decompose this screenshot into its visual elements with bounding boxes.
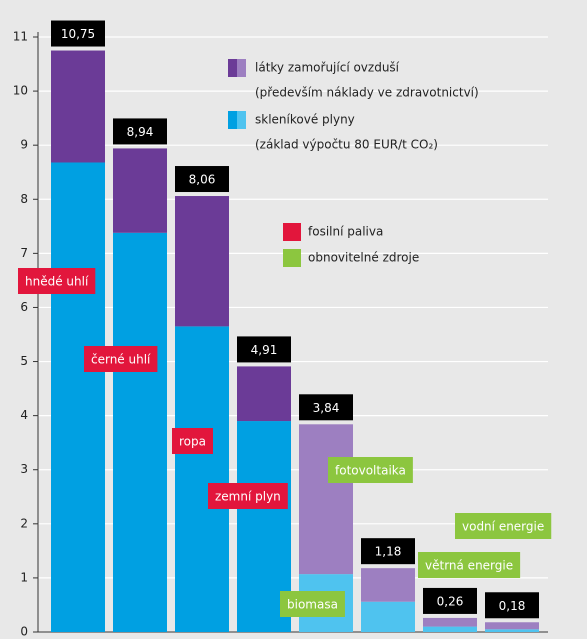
- category-label-box: [328, 457, 413, 483]
- category-label: černé uhlí: [91, 353, 151, 367]
- category-label: vodní energie: [462, 520, 544, 534]
- category-label: fotovoltaika: [335, 464, 406, 478]
- bar-segment: [485, 622, 539, 630]
- total-label-box: [113, 118, 167, 145]
- total-label-box: [361, 538, 415, 565]
- bar-segment: [113, 232, 167, 633]
- legend-label: fosilní paliva: [308, 225, 383, 239]
- bar-segment: [113, 148, 167, 233]
- total-label: 8,06: [189, 173, 216, 187]
- category-label: zemní plyn: [215, 490, 281, 504]
- category-label-box: [455, 513, 552, 539]
- total-label-box: [51, 20, 105, 47]
- legend-note: (základ výpočtu 80 EUR/t CO₂): [255, 138, 438, 152]
- legend-swatch: [237, 59, 246, 77]
- total-label-box: [423, 587, 477, 614]
- legend-label: obnovitelné zdroje: [308, 251, 419, 265]
- total-label: 0,18: [499, 599, 526, 613]
- category-label-box: [418, 552, 521, 578]
- bar-segment: [175, 326, 229, 632]
- y-tick-label: 10: [13, 84, 28, 98]
- y-tick-label: 2: [20, 516, 28, 530]
- y-tick-label: 0: [20, 625, 28, 639]
- legend-swatch: [237, 111, 246, 129]
- y-tick-label: 9: [20, 138, 28, 152]
- y-tick-label: 11: [13, 30, 28, 44]
- y-tick-label: 5: [20, 354, 28, 368]
- total-label-box: [485, 592, 539, 619]
- total-label: 4,91: [251, 343, 278, 357]
- bar-segment: [423, 617, 477, 627]
- bar-segment: [361, 601, 415, 632]
- legend-label: látky zamořující ovzduší: [255, 61, 400, 75]
- bar-segment: [361, 568, 415, 602]
- y-tick-label: 7: [20, 246, 28, 260]
- total-label: 8,94: [127, 125, 154, 139]
- total-label-box: [299, 394, 353, 421]
- category-label-box: [84, 346, 158, 372]
- y-tick-label: 1: [20, 570, 28, 584]
- legend-swatch: [283, 249, 301, 267]
- total-label: 1,18: [375, 545, 402, 559]
- category-label: větrná energie: [425, 559, 513, 573]
- legend-swatch: [283, 223, 301, 241]
- category-label: biomasa: [287, 598, 338, 612]
- bar-segment: [175, 196, 229, 327]
- legend-note: (především náklady ve zdravotnictví): [255, 86, 479, 100]
- bar-segment: [237, 366, 291, 422]
- legend-swatch: [228, 111, 237, 129]
- bar-segment: [423, 626, 477, 632]
- y-tick-label: 4: [20, 408, 28, 422]
- total-label-box: [175, 166, 229, 193]
- category-label-box: [172, 428, 213, 454]
- bar-segment: [485, 629, 539, 632]
- category-label-box: [208, 483, 288, 509]
- category-label-box: [280, 591, 345, 617]
- bar-segment: [299, 424, 353, 575]
- category-label: hnědé uhlí: [25, 275, 89, 289]
- total-label: 10,75: [61, 27, 95, 41]
- legend-label: skleníkové plyny: [255, 113, 355, 127]
- bar-segment: [51, 50, 105, 163]
- category-label: ropa: [179, 435, 206, 449]
- category-label-box: [18, 268, 96, 294]
- total-label-box: [237, 336, 291, 363]
- y-tick-label: 3: [20, 462, 28, 476]
- total-label: 0,26: [437, 594, 464, 608]
- y-tick-label: 8: [20, 192, 28, 206]
- legend-swatch: [228, 59, 237, 77]
- total-label: 3,84: [313, 401, 340, 415]
- y-tick-label: 6: [20, 300, 28, 314]
- bar-segment: [51, 162, 105, 632]
